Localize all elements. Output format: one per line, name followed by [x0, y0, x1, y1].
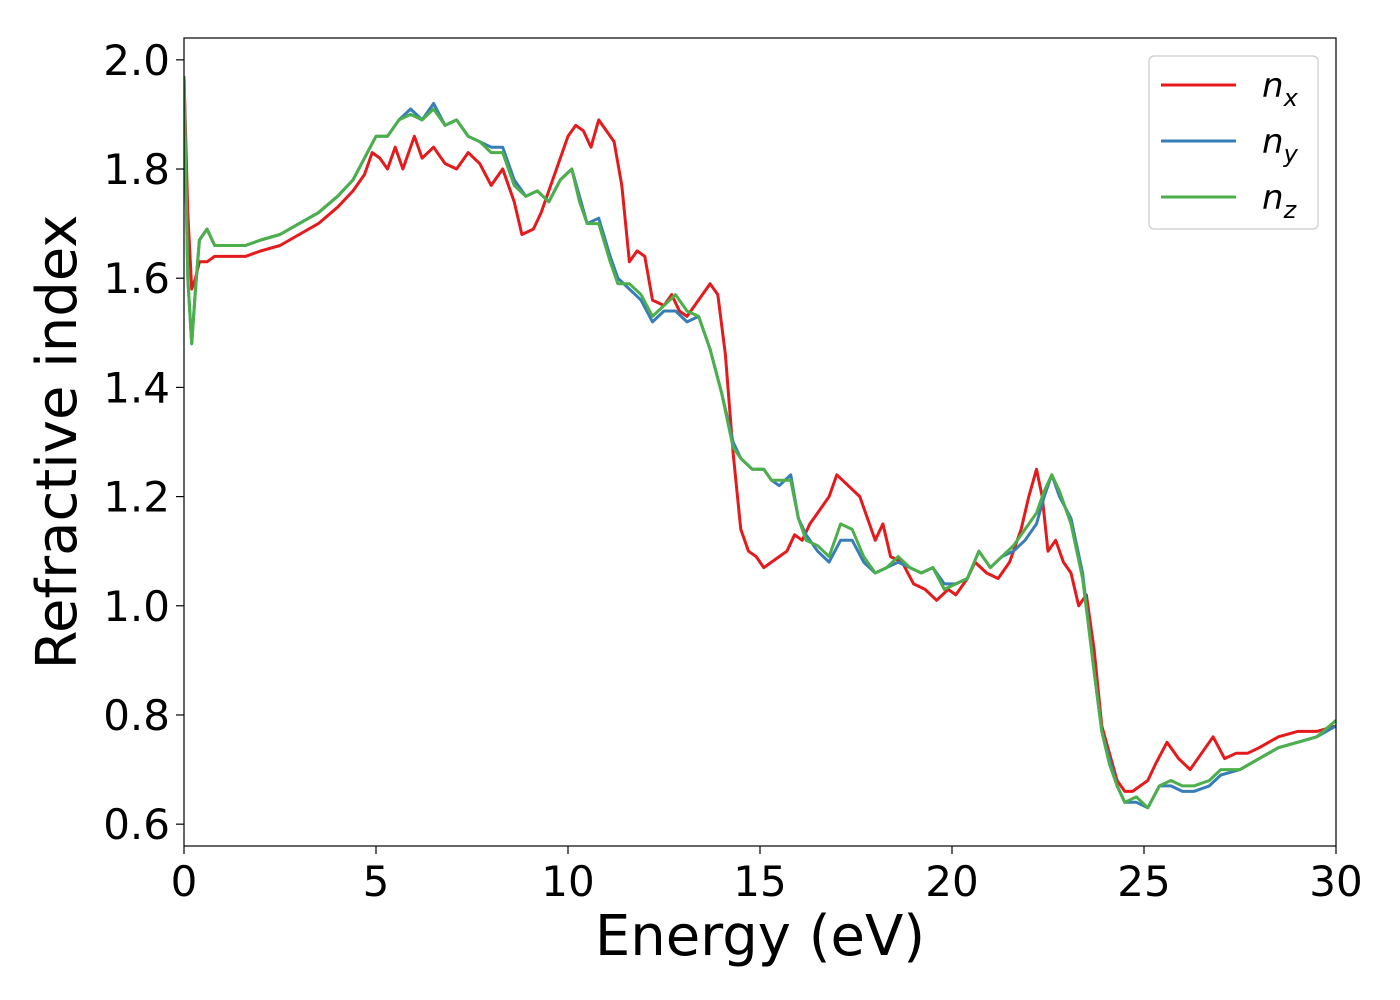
series-layer [184, 76, 1336, 810]
legend-label-base: n [1262, 66, 1284, 106]
legend-label-nx: nx [1262, 66, 1299, 112]
y-tick-label: 0.6 [103, 800, 170, 849]
legend-label-subscript: y [1283, 140, 1299, 168]
y-tick-label: 1.6 [103, 254, 170, 303]
x-tick-label: 30 [1309, 857, 1362, 906]
x-tick-label: 10 [541, 857, 594, 906]
y-tick-label: 2.0 [103, 36, 170, 85]
y-tick-label: 0.8 [103, 691, 170, 740]
y-tick-label: 1.0 [103, 582, 170, 631]
x-tick-label: 5 [363, 857, 390, 906]
x-tick-label: 0 [171, 857, 198, 906]
ticks-layer: 0 5 10 15 20 25 30 0.6 0.8 1.0 1.2 1.4 1.6 1.8 2.0 [103, 36, 1363, 906]
x-tick-label: 20 [925, 857, 978, 906]
legend-label-base: n [1262, 122, 1284, 162]
y-axis-title: Refractive index [25, 215, 90, 670]
legend-label-base: n [1262, 178, 1284, 218]
y-tick-label: 1.4 [103, 363, 170, 412]
legend-label-nz: nz [1262, 178, 1298, 224]
legend-label-ny: ny [1262, 122, 1299, 168]
legend-label-subscript: z [1283, 196, 1298, 224]
x-tick-label: 25 [1117, 857, 1170, 906]
legend-label-subscript: x [1283, 84, 1299, 112]
x-tick-label: 15 [733, 857, 786, 906]
x-axis-title: Energy (eV) [595, 904, 925, 969]
series-line-nz [184, 76, 1336, 810]
y-tick-label: 1.8 [103, 145, 170, 194]
y-tick-label: 1.2 [103, 473, 170, 522]
